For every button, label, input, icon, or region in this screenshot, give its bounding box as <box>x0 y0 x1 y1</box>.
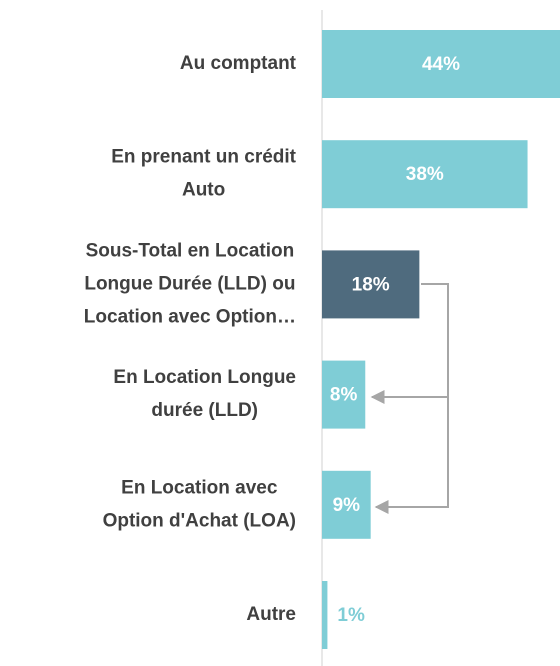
category-label: Auto <box>182 180 225 201</box>
value-label: 1% <box>337 605 365 626</box>
category-label: Au comptant <box>180 53 297 74</box>
category-label: En prenant un crédit <box>111 147 296 168</box>
value-label: 18% <box>352 274 390 295</box>
value-label: 8% <box>330 385 358 406</box>
category-label: En Location avec <box>121 477 278 498</box>
value-label: 44% <box>422 54 460 75</box>
category-label: Location avec Option… <box>84 306 296 327</box>
category-label: En Location Longue <box>113 367 296 388</box>
category-label: durée (LLD) <box>151 400 258 421</box>
category-label: Sous-Total en Location <box>86 240 295 261</box>
category-label: Longue Durée (LLD) ou <box>84 273 295 294</box>
value-label: 38% <box>406 164 444 185</box>
category-label: Autre <box>246 604 296 625</box>
bar <box>322 581 328 649</box>
value-label: 9% <box>333 495 361 516</box>
bar <box>322 140 528 209</box>
bar <box>322 360 366 429</box>
category-label: Option d'Achat (LOA) <box>103 510 296 531</box>
connector <box>370 283 449 514</box>
bar <box>322 30 560 98</box>
bar <box>322 470 371 539</box>
bar <box>322 250 420 319</box>
